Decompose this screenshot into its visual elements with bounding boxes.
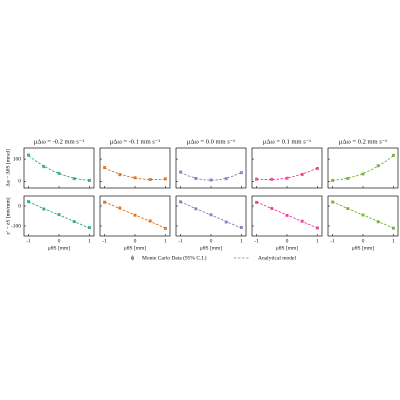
y-tick-label: 0 (18, 179, 21, 185)
data-point (194, 207, 198, 211)
legend-label: Monte Carlo Data (95% C.I.) (142, 254, 207, 261)
panel-frame (251, 147, 323, 189)
data-point (133, 176, 137, 180)
data-point (315, 226, 319, 230)
data-point (285, 213, 289, 217)
y-axis-label: z′ − zS [nm/mm] (5, 197, 11, 234)
data-point (376, 164, 380, 168)
panel-title: μΔω = 0.1 mm s⁻¹ (263, 138, 311, 145)
panel-title: μΔω = 0.0 mm s⁻¹ (187, 138, 235, 145)
data-point (270, 177, 274, 181)
data-point (103, 166, 107, 170)
data-point (391, 153, 395, 157)
data-point (315, 166, 319, 170)
data-point (72, 220, 76, 224)
x-axis-label: μθS [mm] (124, 245, 146, 251)
x-tick-label: -1 (26, 238, 31, 244)
panel-frame (99, 147, 171, 189)
x-tick-label: -1 (102, 238, 107, 244)
x-tick-label: 1 (240, 238, 243, 244)
data-point (87, 226, 91, 230)
data-point (194, 176, 198, 180)
data-point (179, 200, 183, 204)
data-point (285, 176, 289, 180)
data-point (255, 177, 259, 181)
data-point (42, 207, 46, 211)
x-tick-label: 0 (362, 238, 365, 244)
model-curve (256, 167, 318, 180)
panel-title: μΔω = -0.2 mm s⁻¹ (34, 138, 84, 145)
x-axis-label: μθS [mm] (352, 245, 374, 251)
x-tick-label: -1 (330, 238, 335, 244)
data-point (148, 219, 152, 223)
y-axis-label: Δφ − ΔθS [mrad] (5, 149, 11, 187)
data-point (224, 177, 228, 181)
x-tick-label: -1 (178, 238, 183, 244)
y-tick-label: 100 (13, 156, 22, 162)
data-point (209, 178, 213, 182)
data-point (27, 200, 31, 204)
x-tick-label: 0 (210, 238, 213, 244)
x-axis-label: μθS [mm] (276, 245, 298, 251)
data-point (118, 173, 122, 177)
x-axis-label: μθS [mm] (48, 245, 70, 251)
data-point (163, 226, 167, 230)
data-point (255, 200, 259, 204)
x-axis-label: μθS [mm] (200, 245, 222, 251)
data-point (57, 213, 61, 217)
legend-label: Analytical model (258, 255, 297, 261)
y-tick-label: -100 (11, 223, 21, 229)
x-tick-label: -1 (254, 238, 259, 244)
data-point (239, 225, 243, 229)
data-point (57, 171, 61, 175)
x-tick-label: 0 (58, 238, 61, 244)
model-curve (180, 172, 242, 181)
data-point (87, 178, 91, 182)
data-point (224, 220, 228, 224)
x-tick-label: 0 (286, 238, 289, 244)
data-point (300, 219, 304, 223)
panel-frame (327, 147, 399, 189)
data-point (361, 172, 365, 176)
data-point (376, 220, 380, 224)
data-point (239, 171, 243, 175)
data-point (391, 226, 395, 230)
data-point (179, 170, 183, 174)
data-point (42, 165, 46, 169)
model-curve (28, 155, 90, 181)
data-point (346, 207, 350, 211)
data-point (209, 213, 213, 217)
data-point (133, 213, 137, 217)
data-point (103, 200, 107, 204)
data-point (27, 153, 31, 157)
data-point (346, 176, 350, 180)
data-point (331, 200, 335, 204)
panel-frame (175, 147, 247, 189)
panel-title: μΔω = -0.1 mm s⁻¹ (110, 138, 160, 145)
data-point (300, 172, 304, 176)
y-tick-label: 0 (18, 203, 21, 209)
data-point (331, 178, 335, 182)
data-point (72, 177, 76, 181)
x-tick-label: 1 (316, 238, 319, 244)
data-point (270, 206, 274, 210)
data-point (118, 206, 122, 210)
model-curve (332, 155, 394, 181)
panel-frame (23, 147, 95, 189)
x-tick-label: 1 (88, 238, 91, 244)
x-tick-label: 0 (134, 238, 137, 244)
data-point (148, 178, 152, 182)
panel-title: μΔω = 0.2 mm s⁻¹ (339, 138, 387, 145)
data-point (361, 213, 365, 217)
data-point (163, 177, 167, 181)
x-tick-label: 1 (392, 238, 395, 244)
x-tick-label: 1 (164, 238, 167, 244)
